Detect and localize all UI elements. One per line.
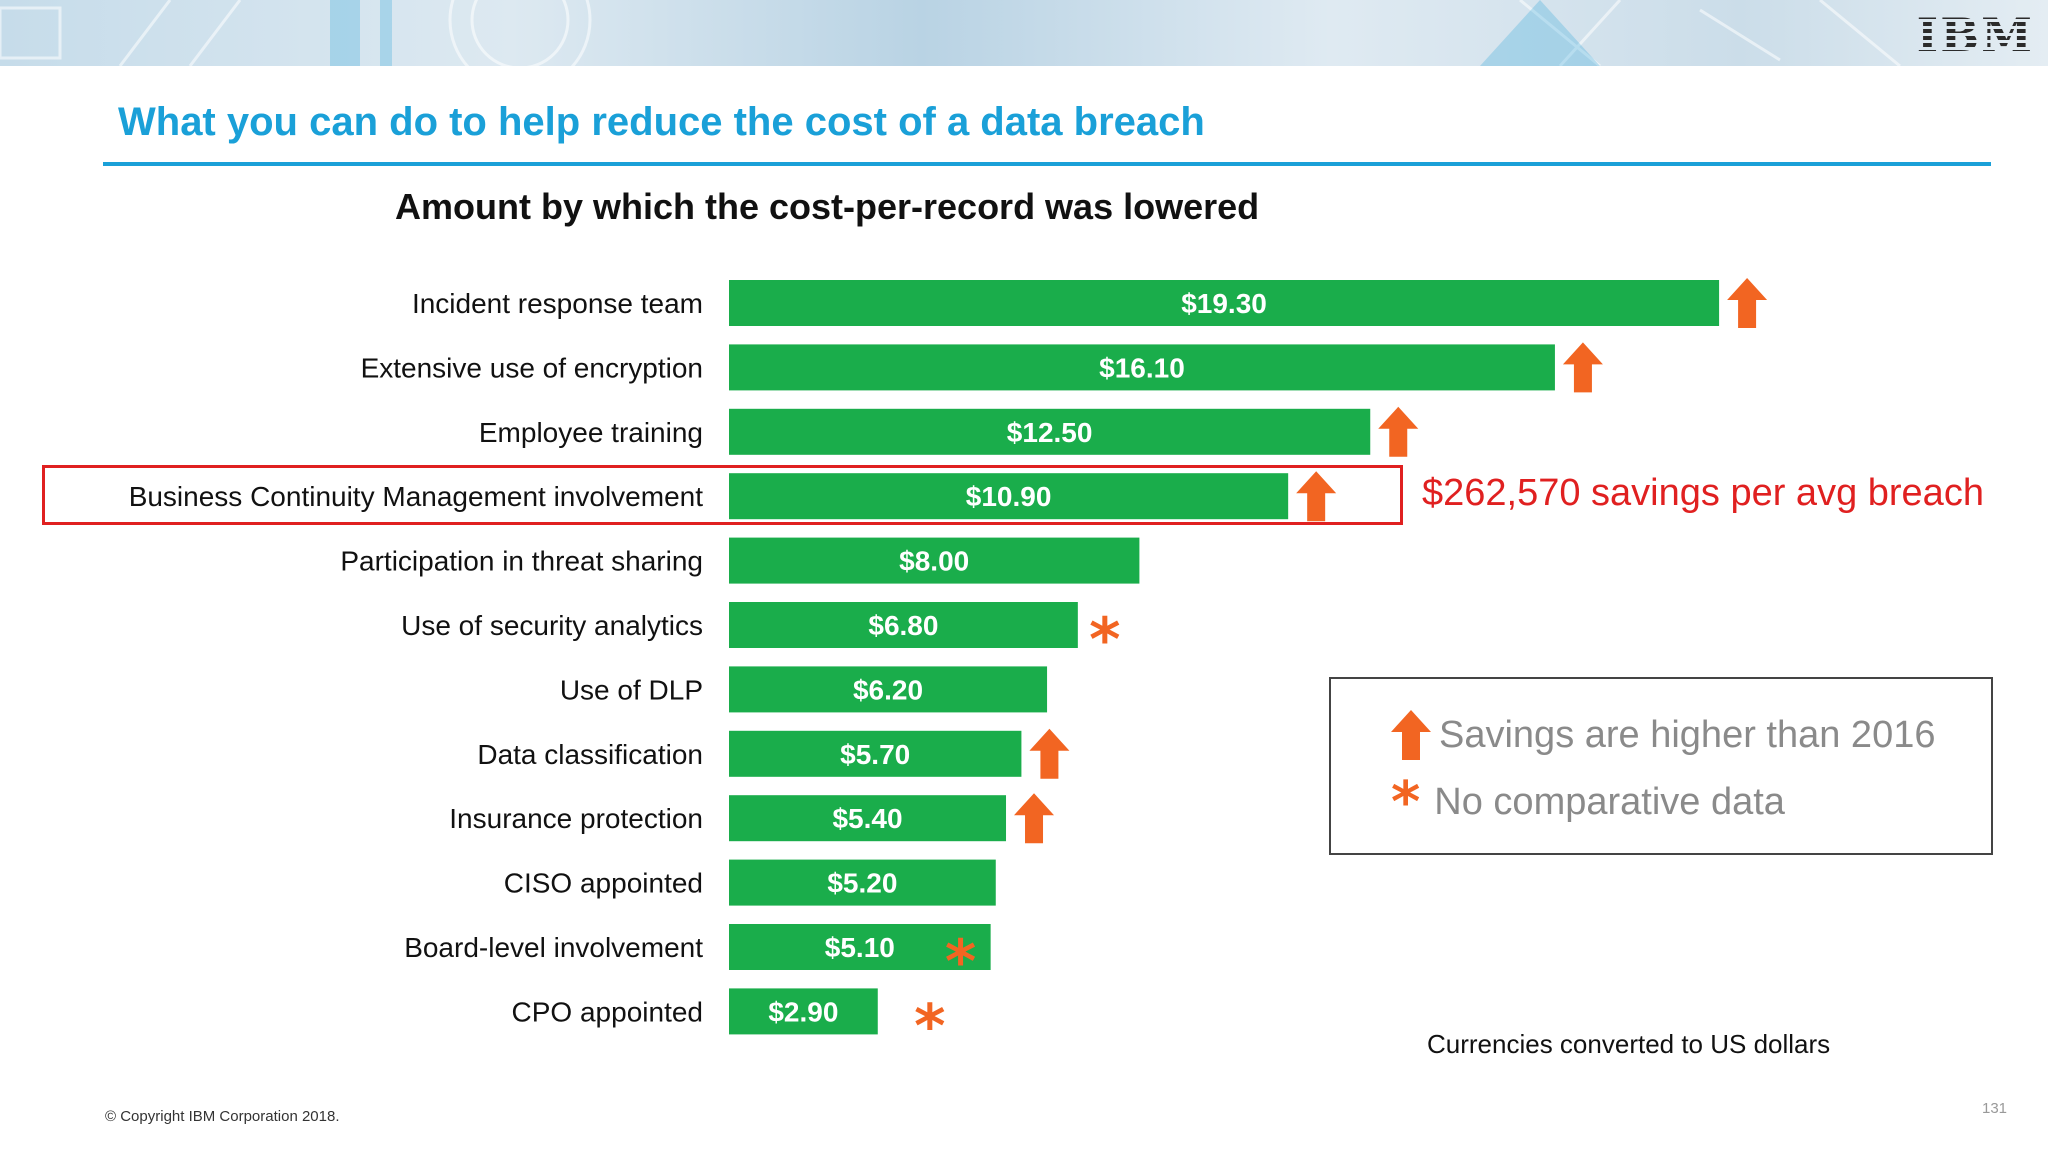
slide-title: What you can do to help reduce the cost … [118, 100, 1205, 144]
value-label: $10.90 [966, 481, 1052, 512]
value-label: $5.10 [825, 932, 895, 963]
bar [729, 537, 1140, 584]
value-label: $6.20 [853, 674, 923, 705]
highlight-box [42, 465, 1403, 525]
category-label: Incident response team [412, 288, 703, 319]
up-arrow-icon [1378, 406, 1419, 457]
category-label: Business Continuity Management involveme… [129, 481, 704, 512]
asterisk-icon: * [914, 991, 945, 1061]
copyright-notice: © Copyright IBM Corporation 2018. [105, 1108, 340, 1125]
category-label: Participation in threat sharing [340, 546, 703, 577]
up-arrow-icon [1029, 728, 1070, 779]
category-label: Data classification [477, 739, 703, 770]
currency-note: Currencies converted to US dollars [1427, 1029, 1831, 1059]
legend-box: Savings are higher than 2016 * No compar… [1329, 677, 1993, 855]
bar [729, 473, 1289, 520]
header-banner: IBM [0, 0, 2048, 66]
page-number: 131 [1982, 1100, 2008, 1117]
bar [729, 988, 878, 1035]
value-label: $19.30 [1181, 288, 1267, 319]
up-arrow-icon [1296, 471, 1337, 522]
value-label: $8.00 [899, 546, 969, 577]
value-label: $5.20 [827, 868, 897, 899]
category-label: Extensive use of encryption [361, 352, 703, 383]
value-label: $2.90 [768, 996, 838, 1027]
category-label: CISO appointed [504, 868, 703, 899]
asterisk-icon: * [1391, 769, 1421, 835]
value-label: $12.50 [1007, 417, 1093, 448]
bar [729, 602, 1078, 648]
asterisk-icon: * [1089, 605, 1120, 675]
category-label: Employee training [479, 417, 703, 448]
ibm-logo: IBM [1916, 8, 2034, 62]
up-arrow-icon [1391, 710, 1431, 760]
legend-item-star: * No comparative data [1391, 769, 1785, 835]
legend-item-arrow: Savings are higher than 2016 [1391, 710, 1935, 760]
asterisk-icon: * [945, 927, 976, 997]
category-label: Insurance protection [449, 803, 703, 834]
category-label: Use of security analytics [401, 610, 703, 641]
banner-decoration [0, 0, 1901, 66]
up-arrow-icon [1562, 342, 1603, 393]
category-label: Board-level involvement [404, 932, 703, 963]
value-label: $16.10 [1099, 352, 1185, 383]
legend-arrow-label: Savings are higher than 2016 [1439, 713, 1936, 756]
savings-callout: $262,570 savings per avg breach [1422, 472, 1984, 514]
up-arrow-icon [1014, 793, 1055, 844]
value-label: $6.80 [868, 610, 938, 641]
bar [729, 859, 996, 906]
bar [729, 795, 1007, 842]
up-arrow-icon [1727, 278, 1768, 328]
bar [729, 344, 1555, 391]
bars-group: Incident response team $19.30 Extensive us… [129, 278, 1768, 1061]
bar [729, 924, 991, 970]
bar [729, 408, 1371, 455]
legend-star-label: No comparative data [1434, 781, 1785, 823]
bar [729, 730, 1022, 777]
value-label: $5.40 [832, 803, 902, 834]
value-label: $5.70 [840, 739, 910, 770]
chart-title: Amount by which the cost-per-record was … [395, 186, 1260, 227]
bar [729, 666, 1048, 713]
bar [729, 280, 1720, 326]
title-underline [103, 162, 1991, 166]
category-label: CPO appointed [512, 996, 703, 1027]
category-label: Use of DLP [560, 674, 703, 705]
